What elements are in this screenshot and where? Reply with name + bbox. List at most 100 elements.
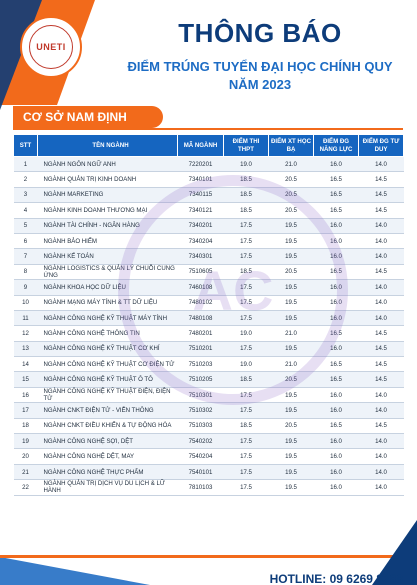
cell-competency-score: 16.5 [313,371,359,388]
cell-thinking-score: 14.0 [358,156,404,173]
header-transcript-score: ĐIỂM XT HỌC BẠ [268,134,314,157]
cell-stt: 13 [13,341,38,358]
cell-major-code: 7510201 [177,341,224,358]
cell-thpt-score: 17.5 [223,279,269,296]
cell-stt: 15 [13,371,38,388]
cell-thpt-score: 17.5 [223,448,269,465]
cell-transcript-score: 19.5 [268,464,314,481]
cell-transcript-score: 20.5 [268,202,314,219]
cell-major-name: Ngành CNKT Điều khiển & Tự động hóa [37,418,178,435]
table-row: 22 Ngành Quản trị dịch vụ du lịch & lữ hà… [13,479,404,496]
cell-thpt-score: 18.5 [223,202,269,219]
cell-transcript-score: 20.5 [268,264,314,281]
hotline-text: HOTLINE: 09 6269 8288 [269,572,403,585]
cell-stt: 14 [13,356,38,373]
table-row: 20 Ngành Công nghệ Dệt, May 7540204 17.5 19.… [13,448,404,465]
header-competency-score: ĐIỂM ĐG NĂNG LỰC [313,134,359,157]
cell-transcript-score: 19.5 [268,479,314,496]
cell-competency-score: 16.0 [313,218,359,234]
cell-major-code: 7480108 [177,310,224,327]
table-row: 10 Ngành Mạng máy tính & TT dữ liệu 748010… [13,295,404,311]
campus-label: CƠ SỞ NAM ĐỊNH [13,106,163,128]
cell-major-name: Ngành Công nghệ kỹ thuật điện, điện tử [37,387,178,404]
cell-thinking-score: 14.0 [358,402,404,419]
cell-stt: 9 [13,279,38,296]
bottom-divider [0,555,417,558]
cell-transcript-score: 19.5 [268,433,314,450]
cell-thinking-score: 14.5 [358,341,404,358]
cell-major-name: Ngành Logistics & Quản lý chuỗi cung ứng [37,264,178,281]
logo-text: UNETI [36,42,66,52]
cell-transcript-score: 19.5 [268,387,314,404]
table-row: 1 Ngành Ngôn ngữ Anh 7220201 19.0 21.0 16.0 14… [13,156,404,173]
cell-thpt-score: 17.5 [223,233,269,250]
cell-transcript-score: 19.5 [268,402,314,419]
cell-thpt-score: 19.0 [223,156,269,173]
cell-competency-score: 16.5 [313,325,359,342]
table-row: 14 Ngành Công nghệ kỹ thuật cơ điện tử 751… [13,356,404,373]
cell-competency-score: 16.5 [313,418,359,435]
cell-major-name: Ngành CNKT Điện tử - Viễn thông [37,402,178,419]
cell-stt: 17 [13,402,38,419]
cell-major-code: 7340121 [177,202,224,219]
cell-transcript-score: 20.5 [268,418,314,435]
cell-thinking-score: 14.0 [358,295,404,311]
university-logo: UNETI [20,16,82,78]
cell-thinking-score: 14.0 [358,479,404,496]
table-row: 2 Ngành Quản trị Kinh doanh 7340101 18.5 20.… [13,171,404,188]
cell-major-name: Ngành Quản trị dịch vụ du lịch & lữ hành [37,479,178,496]
table-row: 12 Ngành Công nghệ thông tin 7480201 19.0 21… [13,325,404,342]
cell-transcript-score: 21.0 [268,325,314,342]
cell-stt: 21 [13,464,38,481]
cell-thinking-score: 14.5 [358,171,404,188]
header-stt: STT [13,134,38,157]
header-major-code: MÃ NGÀNH [177,134,224,157]
table-row: 6 Ngành Bảo hiểm 7340204 17.5 19.5 16.0 14.0 [13,233,404,250]
cell-thpt-score: 18.5 [223,371,269,388]
table-row: 4 Ngành Kinh doanh Thương mại 7340121 18.5 2… [13,202,404,219]
campus-divider [13,128,403,130]
table-row: 18 Ngành CNKT Điều khiển & Tự động hóa 751… [13,418,404,435]
cell-thpt-score: 18.5 [223,418,269,435]
cell-stt: 12 [13,325,38,342]
cell-stt: 18 [13,418,38,435]
cell-major-code: 7340204 [177,233,224,250]
cell-thpt-score: 18.5 [223,187,269,204]
cell-thpt-score: 18.5 [223,171,269,188]
cell-major-name: Ngành Tài chính - Ngân hàng [37,218,178,234]
cell-major-name: Ngành Công nghệ kỹ thuật cơ điện tử [37,356,178,373]
cell-thinking-score: 14.0 [358,218,404,234]
cell-competency-score: 16.0 [313,387,359,404]
admission-scores-table: STT TÊN NGÀNH MÃ NGÀNH ĐIỂM THI THPT ĐIỂ… [13,134,404,496]
page-title: THÔNG BÁO [178,18,342,48]
cell-stt: 2 [13,171,38,188]
cell-thinking-score: 14.0 [358,433,404,450]
cell-thinking-score: 14.5 [358,202,404,219]
cell-stt: 5 [13,218,38,234]
cell-competency-score: 16.0 [313,295,359,311]
cell-major-code: 7480201 [177,325,224,342]
cell-major-code: 7340115 [177,187,224,204]
cell-thpt-score: 17.5 [223,479,269,496]
cell-stt: 4 [13,202,38,219]
cell-stt: 8 [13,264,38,281]
cell-thinking-score: 14.5 [358,264,404,281]
cell-transcript-score: 21.0 [268,356,314,373]
cell-competency-score: 16.0 [313,464,359,481]
cell-major-name: Ngành Công nghệ kỹ thuật cơ khí [37,341,178,358]
cell-thinking-score: 14.5 [358,371,404,388]
cell-stt: 7 [13,248,38,265]
cell-major-code: 7340301 [177,248,224,265]
cell-stt: 3 [13,187,38,204]
table-row: 7 Ngành Kế toán 7340301 17.5 19.5 16.0 14.0 [13,248,404,265]
cell-thpt-score: 18.5 [223,264,269,281]
cell-competency-score: 16.5 [313,356,359,373]
table-row: 8 Ngành Logistics & Quản lý chuỗi cung ứn… [13,264,404,281]
cell-thinking-score: 14.5 [358,187,404,204]
cell-transcript-score: 20.5 [268,187,314,204]
table-row: 5 Ngành Tài chính - Ngân hàng 7340201 17.5 1… [13,218,404,234]
cell-major-code: 7510302 [177,402,224,419]
cell-major-name: Ngành Công nghệ thông tin [37,325,178,342]
cell-thinking-score: 14.0 [358,448,404,465]
